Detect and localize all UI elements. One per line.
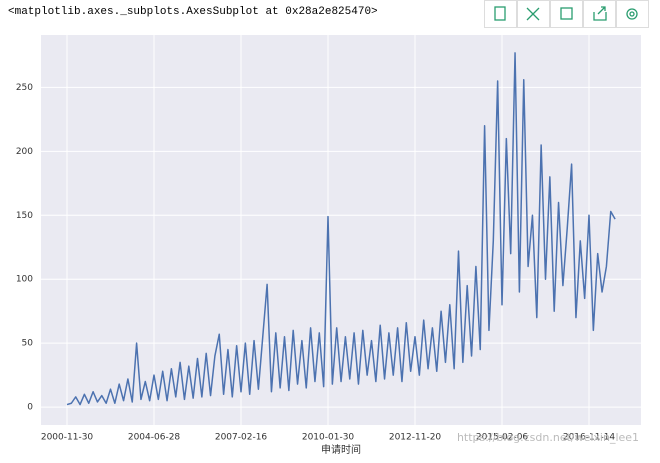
x-tick-label: 2007-02-16 <box>215 433 268 443</box>
y-tick-label: 200 <box>16 147 33 157</box>
toolbar <box>484 0 649 28</box>
x-axis-label: 申请时间 <box>321 443 361 456</box>
y-tick-label: 100 <box>16 275 33 285</box>
y-tick-label: 250 <box>16 83 33 93</box>
output-text: <matplotlib.axes._subplots.AxesSubplot a… <box>8 6 378 18</box>
plot-area <box>41 35 641 425</box>
x-tick-label: 2010-01-30 <box>302 433 355 443</box>
x-tick-label: 2000-11-30 <box>41 433 94 443</box>
toolbar-button[interactable] <box>583 0 616 28</box>
x-tick-label: 2015-02-06 <box>476 433 529 443</box>
watermark: https://blog.csdn.net/weixin_lee1 <box>457 431 639 444</box>
toolbar-button[interactable] <box>517 0 550 28</box>
y-tick-label: 0 <box>27 403 33 413</box>
data-line <box>66 52 616 406</box>
toolbar-button[interactable] <box>550 0 583 28</box>
x-tick-label: 2012-11-20 <box>389 433 442 443</box>
x-tick-label: 2016-11-14 <box>563 433 616 443</box>
toolbar-button[interactable] <box>616 0 649 28</box>
y-tick-label: 50 <box>22 339 34 349</box>
x-tick-label: 2004-06-28 <box>128 433 181 443</box>
toolbar-button[interactable] <box>484 0 517 28</box>
y-tick-label: 150 <box>16 211 33 221</box>
